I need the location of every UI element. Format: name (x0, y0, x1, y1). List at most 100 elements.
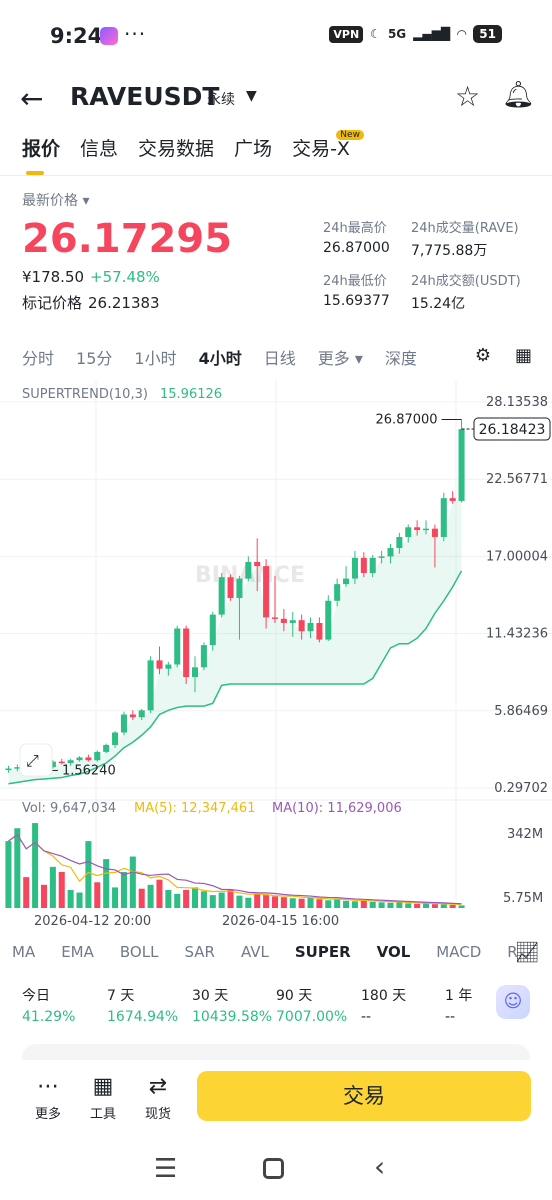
high-marker-label: 26.87000 (376, 413, 438, 428)
more-button[interactable]: ⋯ 更多 (28, 1074, 68, 1122)
stat-low-value: 15.69377 (323, 293, 390, 309)
cny-row: ¥178.50 +57.48% (22, 268, 232, 286)
interval-time[interactable]: 分时 (22, 349, 55, 368)
star-icon[interactable]: ☆ (455, 80, 481, 113)
candle (289, 611, 296, 637)
candle (396, 532, 403, 554)
volume-tick-high: 342M (507, 827, 543, 842)
candle-body (271, 617, 279, 619)
svg-text:⤢: ⤢ (26, 751, 39, 770)
symbol-title[interactable]: RAVEUSDT (70, 82, 220, 111)
price-tick: 11.43236 (486, 627, 548, 642)
volume-bar (440, 904, 447, 908)
interval-4h[interactable]: 4小时 (198, 349, 242, 368)
current-price-box (473, 417, 551, 441)
perf-1y: 1 年 -- (445, 985, 472, 1025)
ind-ema[interactable]: EMA (61, 943, 94, 961)
volume-bar (32, 823, 39, 908)
interval-1h[interactable]: 1小时 (134, 349, 177, 368)
candle (405, 524, 412, 543)
tab-trade-x[interactable]: 交易-X New (292, 130, 364, 161)
depth-tab[interactable]: 深度 (384, 349, 417, 368)
status-time: 9:24 (50, 24, 103, 48)
ind-vol[interactable]: VOL (376, 943, 411, 961)
candle-body (325, 600, 332, 640)
tab-info[interactable]: 信息 (80, 138, 119, 160)
candle (263, 559, 270, 629)
candle (360, 552, 367, 578)
volume-bar (5, 841, 12, 908)
expand-chart-icon[interactable]: ⤢ (19, 743, 53, 777)
volume-label: Vol: 9,647,034 (22, 801, 116, 816)
price-tick: 0.29702 (494, 781, 548, 796)
candle (218, 573, 225, 618)
candle-body (120, 714, 127, 733)
tab-trade-x-label: 交易-X (292, 138, 350, 160)
home-icon[interactable] (263, 1158, 284, 1179)
volume-bar (14, 828, 21, 908)
candle (343, 566, 350, 587)
tools-icon: ▦ (92, 1074, 114, 1099)
chart-area[interactable]: BINANCE SUPERTREND(10,3) 15.96126 28.135… (0, 380, 552, 940)
tab-quote[interactable]: 报价 (22, 134, 60, 175)
candle-body (209, 614, 216, 646)
last-price-label[interactable]: 最新价格 ▾ (22, 193, 90, 209)
candle-body (360, 557, 367, 574)
stat-low-label: 24h最低价 (323, 274, 387, 289)
contract-type[interactable]: 永续 (207, 92, 235, 108)
interval-more[interactable]: 更多 ▾ (317, 349, 363, 368)
candle-body (67, 760, 74, 764)
volume-bar (245, 897, 252, 908)
tab-trading-data[interactable]: 交易数据 (138, 138, 215, 160)
volume-bar (298, 898, 305, 908)
price-chart[interactable]: BINANCE SUPERTREND(10,3) 15.96126 28.135… (0, 380, 552, 940)
price-markers: 26.87000 1.56240 26.18423 (43, 413, 551, 778)
volume-bar (396, 902, 403, 908)
candle-body (334, 584, 341, 601)
ind-sar[interactable]: SAR (184, 943, 215, 961)
volume-bar (112, 887, 119, 908)
perf-label: 90 天 (276, 988, 313, 1004)
ind-avl[interactable]: AVL (240, 943, 269, 961)
chart-settings-icon[interactable]: ⚙︎ (474, 345, 491, 366)
ai-assistant-icon[interactable]: ☺ (496, 985, 530, 1019)
spot-button[interactable]: ⇄ 现货 (138, 1074, 178, 1122)
candle (14, 764, 21, 772)
candle-body (458, 429, 465, 501)
more-notifications-icon: ··· (124, 22, 147, 46)
candle (129, 710, 136, 721)
volume-bar (387, 902, 394, 908)
candle-body (351, 557, 358, 579)
perf-value: 7007.00% (276, 1009, 348, 1025)
performance-row: 今日 41.29% 7 天 1674.94% 30 天 10439.58% 90 天 7… (0, 985, 552, 1030)
ind-super[interactable]: SUPER (294, 943, 351, 961)
recent-apps-icon[interactable]: ☰ (154, 1154, 178, 1184)
caret-down-icon[interactable]: ▼ (246, 88, 257, 104)
grid-layout-icon[interactable]: ▦ (514, 345, 532, 366)
candle-body (254, 561, 261, 567)
price-tick: 28.13538 (486, 395, 548, 410)
trade-button[interactable]: 交易 (197, 1071, 531, 1121)
candle-body (58, 761, 65, 764)
tools-button[interactable]: ▦ 工具 (83, 1074, 123, 1122)
volume-bar (165, 889, 172, 908)
candle-body (440, 498, 447, 537)
candle (351, 550, 358, 585)
bell-icon[interactable]: 🔔︎ (502, 80, 536, 110)
interval-15m[interactable]: 15分 (76, 349, 113, 368)
interval-1d[interactable]: 日线 (263, 349, 296, 368)
candle (458, 419, 465, 503)
ind-macd[interactable]: MACD (436, 943, 482, 961)
stat-high-value: 26.87000 (323, 240, 390, 256)
back-arrow-icon[interactable]: ← (20, 82, 44, 115)
candle (5, 765, 12, 773)
candle-body (14, 767, 21, 769)
tab-square[interactable]: 广场 (234, 138, 273, 160)
volume-bar (422, 903, 430, 908)
ind-boll[interactable]: BOLL (119, 943, 159, 961)
nav-back-icon[interactable]: ‹ (374, 1150, 386, 1183)
ind-ma[interactable]: MA (12, 943, 36, 961)
chart-draw-icon[interactable]: 📈︎ (514, 940, 540, 964)
volume-bar (200, 891, 207, 908)
ind-r[interactable]: R (507, 943, 518, 961)
